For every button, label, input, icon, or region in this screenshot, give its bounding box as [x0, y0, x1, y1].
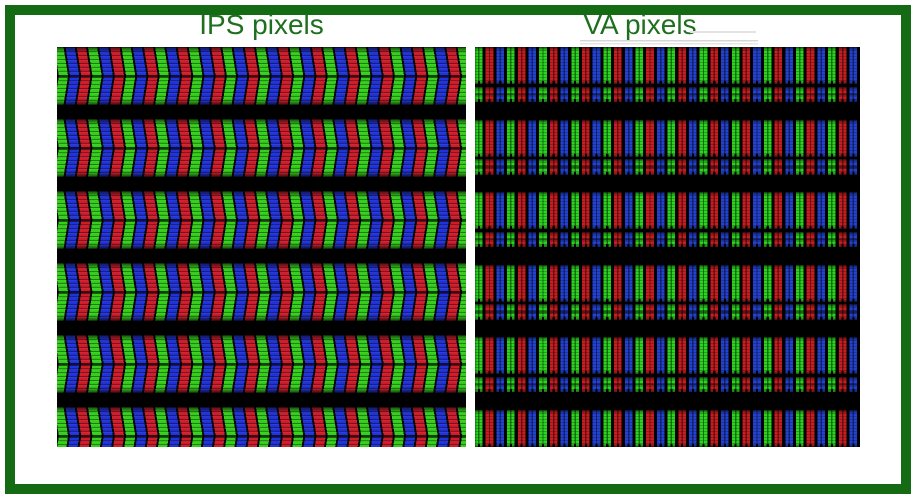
ips-row-top-half — [57, 263, 466, 292]
va-pixel-row — [475, 337, 860, 392]
va-title-underline — [580, 40, 758, 45]
ips-row-top-half — [57, 119, 466, 148]
va-subpixel-lower-segment — [475, 231, 860, 247]
subpixel-stripes — [57, 148, 466, 177]
va-pixels-photo — [475, 47, 860, 447]
va-subpixel-upper-segment — [475, 409, 860, 447]
ips-row-top-half — [57, 47, 466, 76]
subpixel-stripes — [57, 119, 466, 148]
subpixel-stripes — [57, 263, 466, 292]
subpixel-stripes — [57, 436, 466, 447]
subpixel-stripes — [57, 335, 466, 364]
subpixel-stripes — [57, 292, 466, 321]
ips-row-bot-half — [57, 364, 466, 393]
va-subpixel-upper-segment — [475, 192, 860, 229]
subpixel-stripes — [57, 364, 466, 393]
va-subpixel-lower-segment — [475, 304, 860, 320]
va-subpixel-lower-segment — [475, 86, 860, 102]
ips-pixel-row — [57, 335, 466, 393]
va-subpixel-upper-segment — [475, 264, 860, 302]
ips-pixel-row — [57, 407, 466, 447]
va-title: VA pixels — [583, 9, 697, 40]
va-title-underline-artifact — [690, 31, 756, 33]
va-subpixel-upper-segment — [475, 337, 860, 374]
ips-pixel-row — [57, 263, 466, 321]
subpixel-stripes — [57, 220, 466, 249]
ips-pixels-photo — [57, 47, 466, 447]
va-subpixel-lower-segment — [475, 159, 860, 175]
subpixel-stripes — [57, 191, 466, 220]
va-subpixel-upper-segment — [475, 47, 860, 84]
ips-pixel-row — [57, 47, 466, 105]
ips-row-top-half — [57, 407, 466, 436]
ips-pixel-row — [57, 191, 466, 249]
ips-row-top-half — [57, 335, 466, 364]
va-pixel-row — [475, 47, 860, 102]
ips-row-bot-half — [57, 292, 466, 321]
ips-row-bot-half — [57, 436, 466, 447]
va-pixel-row — [475, 409, 860, 448]
va-subpixel-lower-segment — [475, 376, 860, 392]
subpixel-stripes — [57, 47, 466, 76]
va-pixel-row — [475, 264, 860, 320]
va-subpixel-upper-segment — [475, 119, 860, 157]
va-pixel-row — [475, 119, 860, 175]
ips-row-bot-half — [57, 220, 466, 249]
ips-row-top-half — [57, 191, 466, 220]
ips-title: IPS pixels — [199, 9, 324, 40]
subpixel-stripes — [57, 76, 466, 105]
ips-row-bot-half — [57, 148, 466, 177]
va-pixel-row — [475, 192, 860, 247]
ips-row-bot-half — [57, 76, 466, 105]
subpixel-stripes — [57, 407, 466, 436]
ips-pixel-row — [57, 119, 466, 177]
